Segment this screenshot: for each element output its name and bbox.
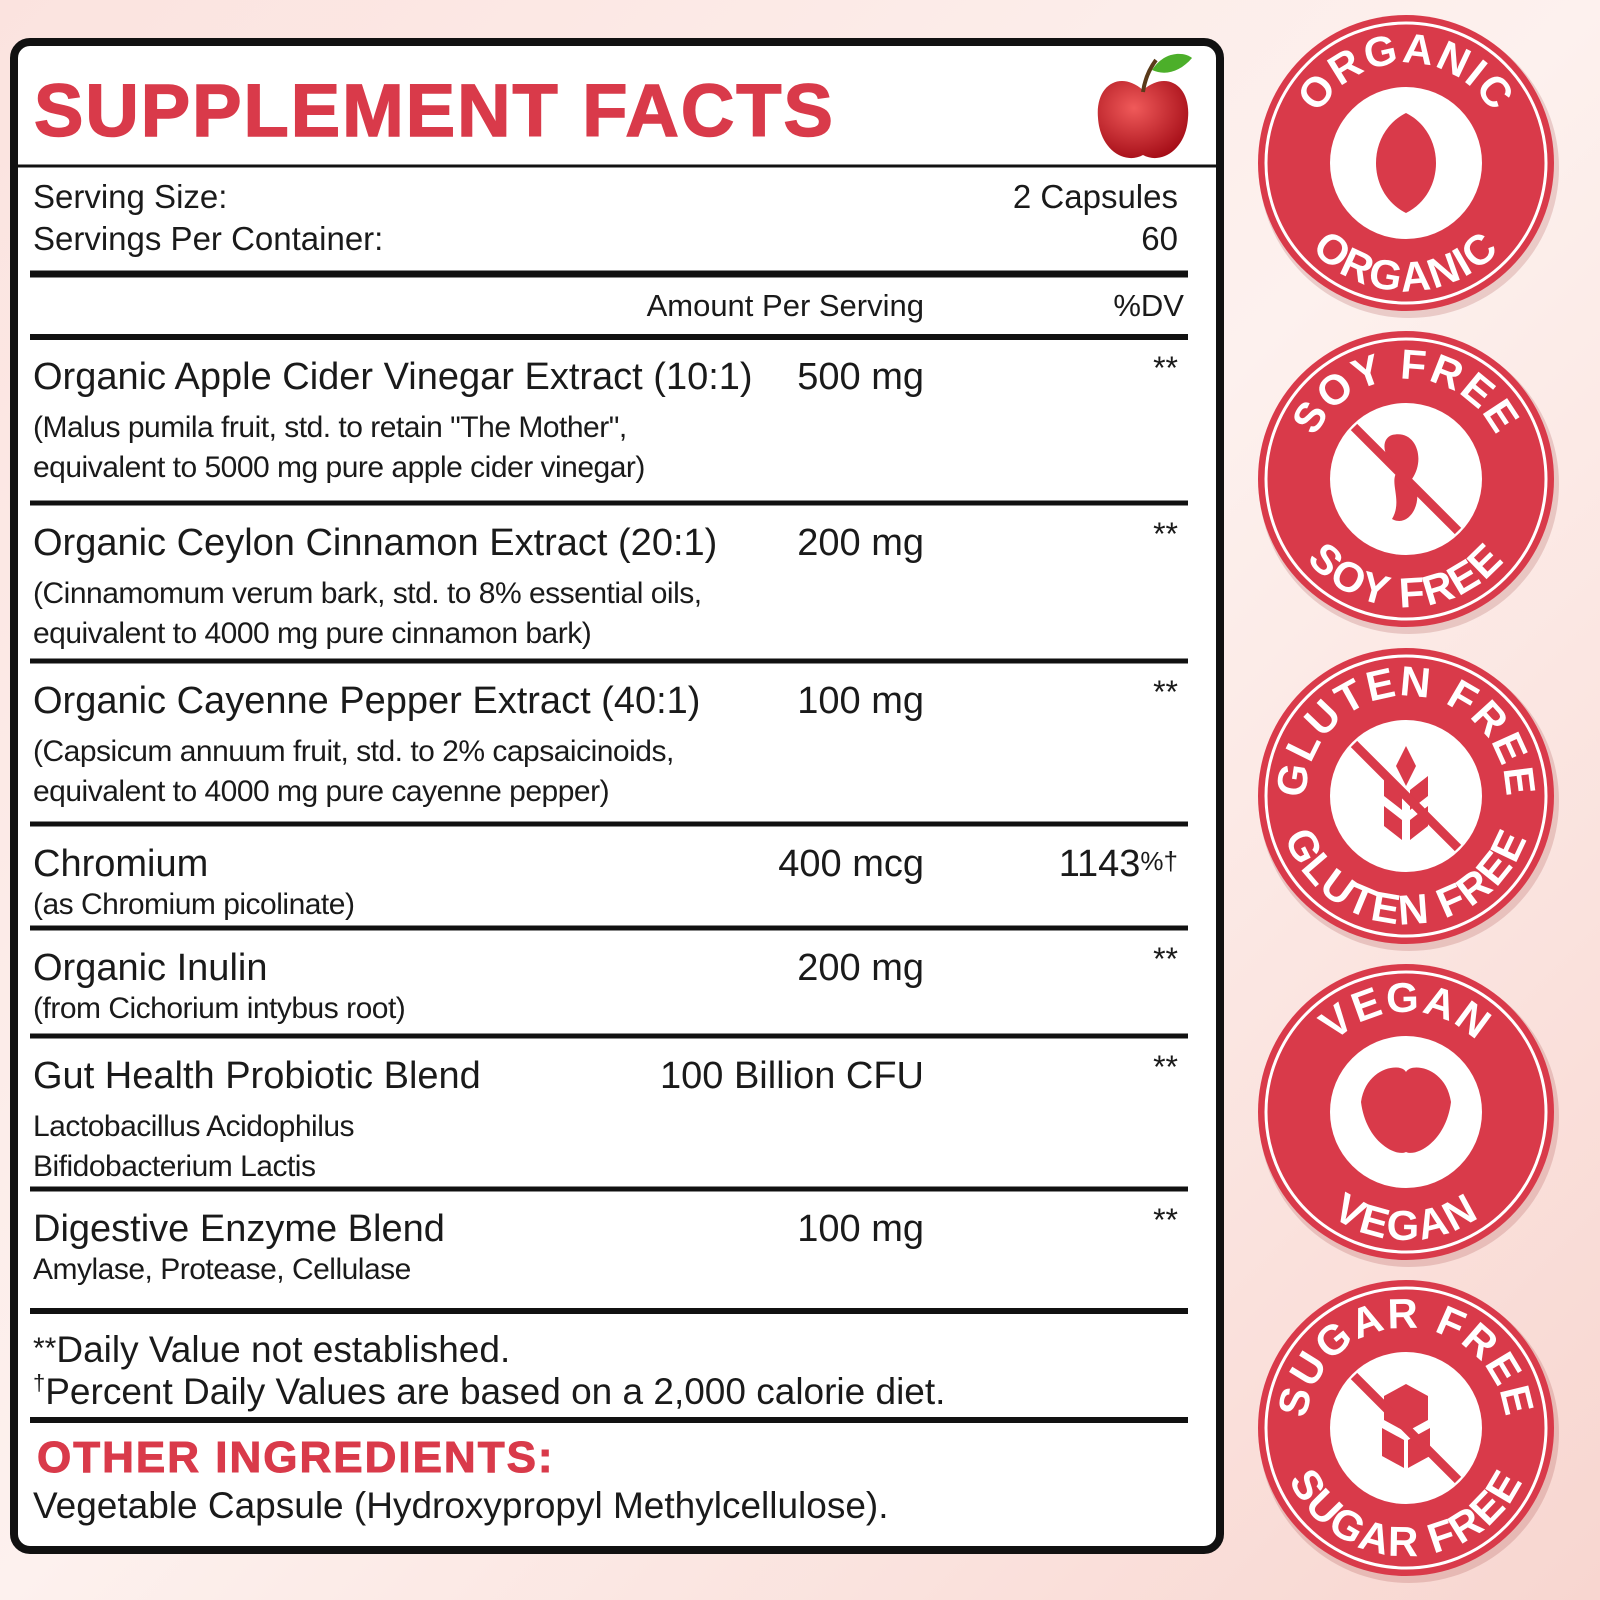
panel-title: SUPPLEMENT FACTS — [34, 69, 835, 152]
ingredient-detail: Lactobacillus Acidophilus — [33, 1110, 354, 1143]
footnote-text: Percent Daily Values are based on a 2,00… — [45, 1371, 945, 1412]
ingredient-amount: 400 mcg — [778, 843, 924, 885]
footnote-mark: ** — [33, 1332, 57, 1365]
ingredient-amount: 500 mg — [797, 356, 924, 398]
icon-shape — [1384, 746, 1428, 840]
ingredient-name: Organic Inulin — [33, 947, 267, 989]
other-ingredients-title: OTHER INGREDIENTS: — [37, 1433, 555, 1482]
ingredient-amount: 100 mg — [797, 680, 924, 722]
ingredient-detail: (as Chromium picolinate) — [33, 888, 354, 921]
ingredient-amount: 100 Billion CFU — [660, 1055, 924, 1097]
ingredient-name: Organic Ceylon Cinnamon Extract (20:1) — [33, 522, 717, 564]
facts-table: Serving Size: 2 Capsules Servings Per Cont… — [18, 164, 1216, 1526]
ingredient-detail: equivalent to 5000 mg pure apple cider v… — [33, 451, 645, 484]
facts-panel — [10, 38, 1224, 1554]
badge-ring — [1264, 654, 1548, 938]
serving-size-label: Serving Size: — [33, 178, 227, 215]
ingredient-name: Organic Cayenne Pepper Extract (40:1) — [33, 680, 700, 722]
ingredient-detail: (Malus pumila fruit, std. to retain "The… — [33, 411, 627, 444]
ingredient-name: Gut Health Probiotic Blend — [33, 1055, 481, 1097]
footnote-mark: † — [33, 1370, 45, 1395]
ingredient-dv: ** — [1153, 1202, 1178, 1238]
badge-ring — [1264, 1286, 1548, 1570]
ingredient-detail: Bifidobacterium Lactis — [33, 1150, 315, 1183]
footnote: **Daily Value not established. — [33, 1329, 510, 1370]
icon-strike — [1350, 1372, 1462, 1484]
icon-strike — [1350, 740, 1462, 852]
dv-suffix: %† — [1140, 846, 1178, 876]
badge-icon — [1376, 113, 1436, 213]
amount-column-header: Amount Per Serving — [647, 288, 924, 323]
ingredient-dv: 1143%† — [1059, 843, 1178, 885]
ingredient-detail: equivalent to 4000 mg pure cayenne peppe… — [33, 775, 609, 808]
other-ingredients-text: Vegetable Capsule (Hydroxypropyl Methylc… — [33, 1485, 889, 1526]
badge-icon — [1361, 1067, 1451, 1153]
icon-shape — [1361, 1067, 1451, 1153]
dv-value: 1143 — [1059, 843, 1141, 885]
ingredient-dv: ** — [1153, 350, 1178, 386]
badge-icon — [1350, 423, 1462, 535]
ingredient-name: Digestive Enzyme Blend — [33, 1208, 445, 1250]
apple-icon — [1097, 53, 1192, 159]
dv-column-header: %DV — [1113, 288, 1184, 323]
ingredient-name: Organic Apple Cider Vinegar Extract (10:… — [33, 356, 753, 398]
badge-icon — [1350, 1372, 1462, 1484]
badge-ring — [1264, 970, 1548, 1254]
ingredient-dv: ** — [1153, 674, 1178, 710]
badge-icon — [1350, 740, 1462, 852]
servings-per-container-label: Servings Per Container: — [33, 220, 383, 257]
badge-ring — [1264, 337, 1548, 621]
ingredient-detail: Amylase, Protease, Cellulase — [33, 1253, 411, 1286]
ingredient-dv: ** — [1153, 516, 1178, 552]
badge-ring — [1264, 21, 1548, 305]
servings-per-container-value: 60 — [1141, 220, 1178, 257]
icon-strike — [1350, 423, 1462, 535]
ingredient-detail: equivalent to 4000 mg pure cinnamon bark… — [33, 617, 591, 650]
ingredient-detail: (Capsicum annuum fruit, std. to 2% capsa… — [33, 735, 674, 768]
icon-shape — [1376, 113, 1436, 213]
ingredient-amount: 200 mg — [797, 522, 924, 564]
ingredient-amount: 100 mg — [797, 1208, 924, 1250]
ingredient-dv: ** — [1153, 941, 1178, 977]
ingredient-detail: (Cinnamomum verum bark, std. to 8% essen… — [33, 577, 702, 610]
footnote: †Percent Daily Values are based on a 2,0… — [33, 1370, 945, 1412]
footnote-text: Daily Value not established. — [56, 1329, 510, 1370]
ingredient-amount: 200 mg — [797, 947, 924, 989]
serving-size-value: 2 Capsules — [1013, 178, 1178, 215]
ingredient-detail: (from Cichorium intybus root) — [33, 992, 405, 1025]
ingredient-dv: ** — [1153, 1049, 1178, 1085]
ingredient-name: Chromium — [33, 843, 208, 885]
